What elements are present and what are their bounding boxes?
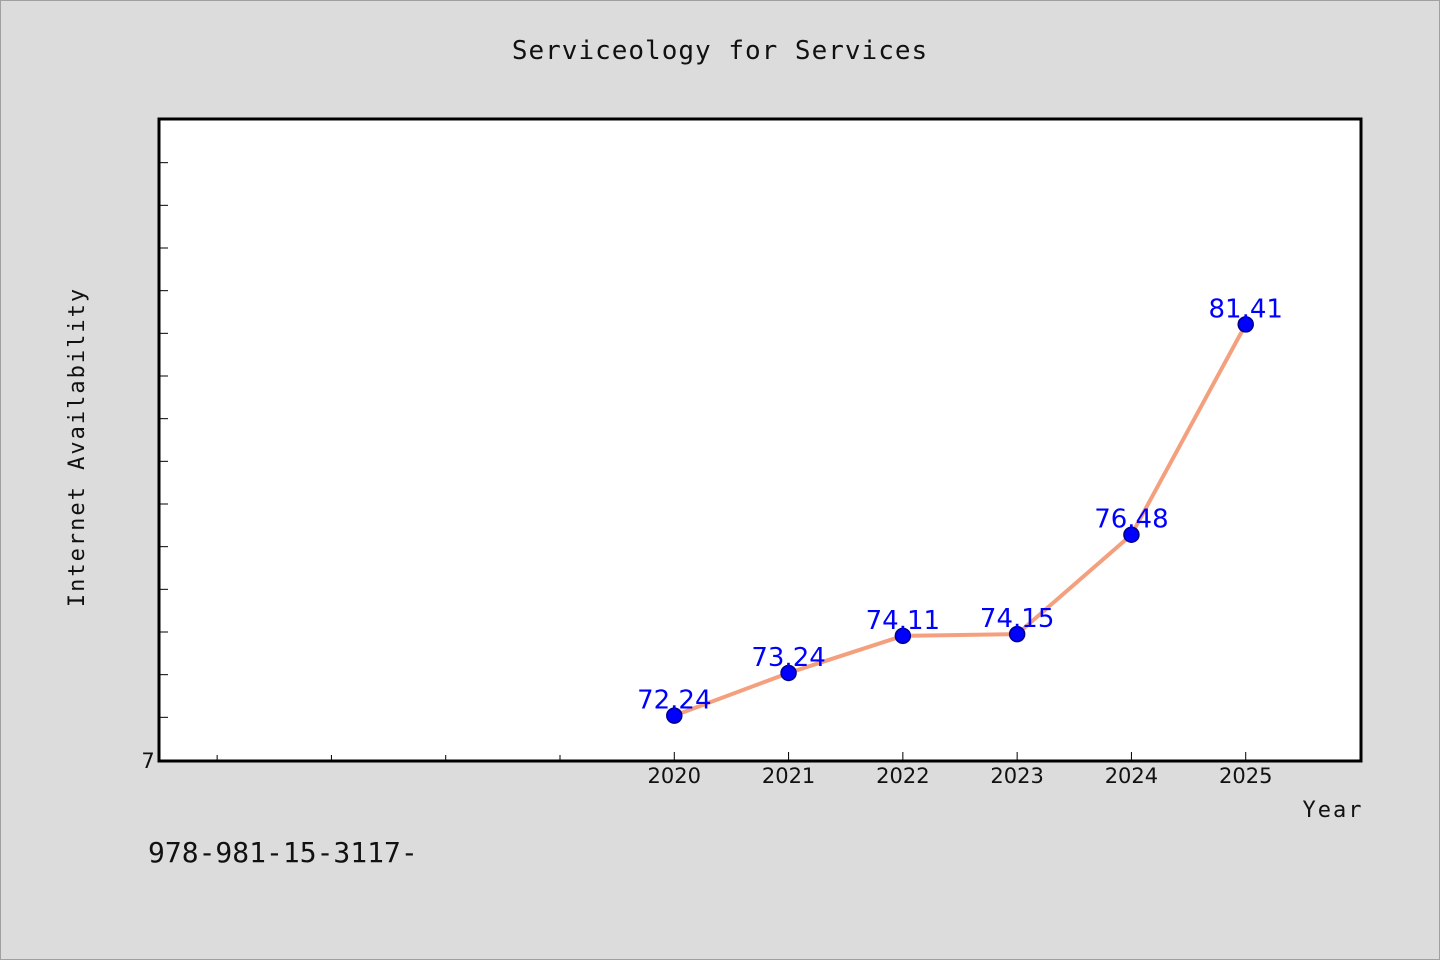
data-label: 76.48 [1094,505,1168,535]
x-tick-label: 2020 [648,764,701,788]
x-tick-label: 2025 [1219,764,1272,788]
x-axis-label: Year [1303,798,1364,823]
data-labels: 72.24 73.24 74.11 74.15 76.48 81.41 [637,294,1283,715]
x-tick-label: 2022 [876,764,929,788]
data-point [1123,526,1140,543]
data-point [666,707,683,724]
data-label: 74.11 [866,606,940,636]
chart-title: Serviceology for Services [511,36,929,66]
data-label: 74.15 [980,604,1054,634]
x-tick-label: 2023 [990,764,1043,788]
data-point [1237,316,1254,333]
data-point [1008,625,1026,643]
series-line [673,323,1248,718]
data-points [666,316,1254,724]
data-label: 73.24 [751,643,825,673]
y-tick-label: 7 [141,749,154,773]
data-label: 72.24 [637,686,711,716]
x-tick-label: 2024 [1105,764,1158,788]
y-axis-label: Internet Availability [65,287,90,607]
data-point [780,664,797,682]
isbn-footer: 978-981-15-3117- [148,836,418,869]
y-minor-ticks [160,162,168,718]
x-ticks: 2020 2021 2022 2023 2024 2025 [648,752,1272,788]
data-label: 81.41 [1208,294,1282,324]
x-minor-ticks [216,755,561,761]
data-point [894,627,912,645]
plot-area [157,117,1363,763]
x-tick-label: 2021 [762,764,815,788]
